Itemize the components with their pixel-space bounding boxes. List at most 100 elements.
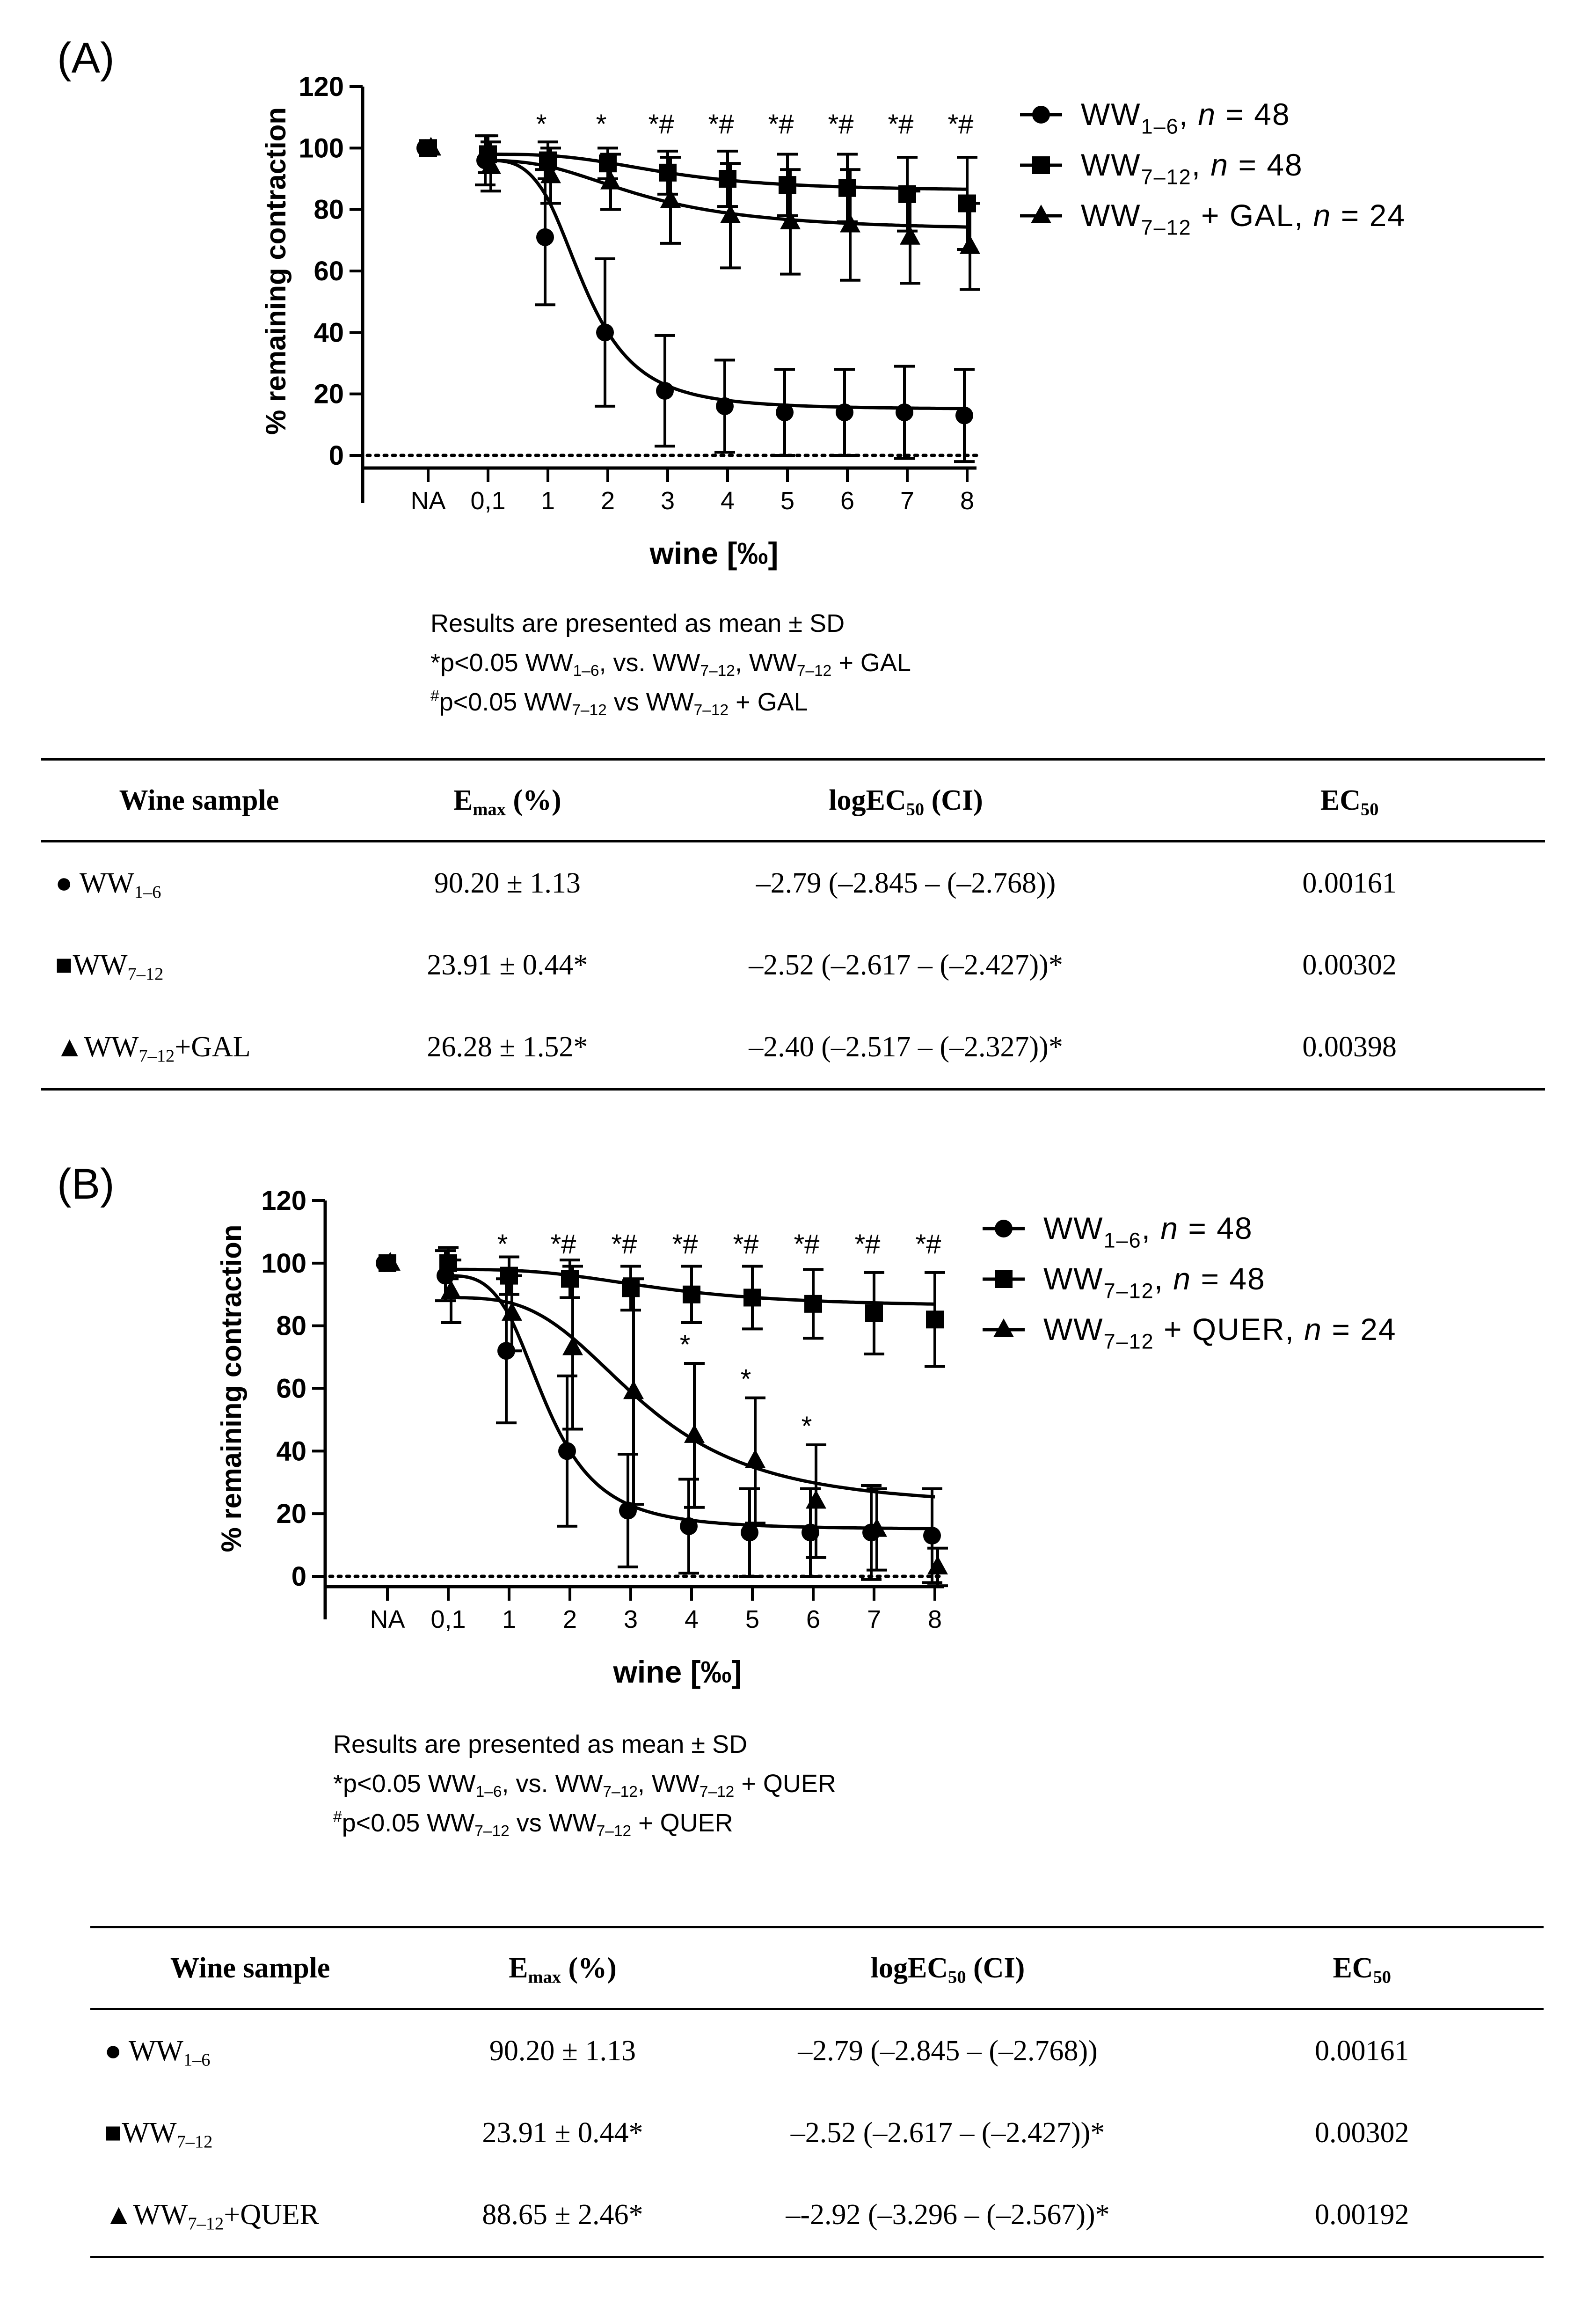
data-point-circle xyxy=(1032,106,1050,124)
chart-plot-area: 0 20 40 60 80 100 120 NA 0,1 1 2 3 4 5 6 7 8 wine [‰] % re… xyxy=(216,1186,948,1689)
text-segment: p<0.05 WW xyxy=(439,688,572,716)
legend: WW1–6, n = 48 WW7–12, n = 48 WW7–12 + GAL,… xyxy=(1020,97,1405,239)
legend-label: WW7–12, n = 48 xyxy=(1081,147,1303,189)
x-tick-label: NA xyxy=(410,487,445,515)
text-segment: E xyxy=(509,1952,528,1984)
legend-label: WW1–6, n = 48 xyxy=(1081,97,1290,138)
text-segment: –2.79 (–2.845 – (–2.768)) xyxy=(756,867,1056,899)
table-cell: ● WW1–6 xyxy=(90,2009,410,2093)
data-point-triangle xyxy=(1031,205,1051,223)
text-segment: Wine sample xyxy=(170,1952,330,1984)
note-line: Results are presented as mean ± SD xyxy=(333,1725,836,1764)
legend-item: WW1–6, n = 48 xyxy=(1020,97,1290,138)
note-line: *p<0.05 WW1–6, vs. WW7–12, WW7–12 + QUER xyxy=(333,1764,836,1803)
significance-annotation: *# xyxy=(888,109,914,139)
legend-item: WW7–12 + QUER, n = 24 xyxy=(983,1312,1397,1353)
data-point-circle xyxy=(776,403,794,422)
text-segment: 23.91 ± 0.44* xyxy=(427,949,588,981)
table-cell: –2.52 (–2.617 – (–2.427))* xyxy=(715,2092,1181,2174)
table-row: ■WW7–12 23.91 ± 0.44* –2.52 (–2.617 – (–2.… xyxy=(41,924,1545,1006)
text-segment: 1–6 xyxy=(573,662,599,680)
data-point-square xyxy=(995,1270,1013,1288)
x-tick-label: 3 xyxy=(661,487,675,515)
data-point-triangle xyxy=(481,155,501,174)
table-cell: –-2.92 (–3.296 – (–2.567))* xyxy=(715,2174,1181,2258)
text-segment: 7–12 xyxy=(127,964,164,984)
data-point-circle xyxy=(995,1220,1013,1237)
table-cell: 0.00161 xyxy=(1180,2009,1544,2093)
table-cell: ● WW1–6 xyxy=(41,842,357,925)
text-segment: EC xyxy=(1333,1952,1373,1984)
significance-annotation: *# xyxy=(828,109,854,139)
significance-annotation: *# xyxy=(612,1229,637,1259)
table-header-cell: logEC50 (CI) xyxy=(715,1926,1181,2010)
table-cell: 23.91 ± 0.44* xyxy=(410,2092,715,2174)
data-point-square xyxy=(719,170,736,188)
data-point-triangle xyxy=(867,1518,887,1537)
text-segment: # xyxy=(333,1808,342,1826)
text-segment: vs WW xyxy=(606,688,694,716)
table-cell: ■WW7–12 xyxy=(41,924,357,1006)
text-segment: 7–12 xyxy=(796,662,832,680)
significance-annotation: * xyxy=(596,109,607,139)
text-segment: 1–6 xyxy=(134,882,161,902)
y-tick-label: 60 xyxy=(276,1374,306,1404)
text-segment: , WW xyxy=(637,1770,700,1798)
data-point-square xyxy=(838,179,856,197)
note-line: Results are presented as mean ± SD xyxy=(430,604,911,643)
text-segment: 90.20 ± 1.13 xyxy=(434,867,581,899)
data-point-square xyxy=(561,1270,579,1288)
table-row: ● WW1–6 90.20 ± 1.13 –2.79 (–2.845 – (–2.7… xyxy=(90,2009,1544,2093)
panel-a-notes: Results are presented as mean ± SD *p<0.0… xyxy=(430,604,911,722)
table-cell: 0.00302 xyxy=(1180,2092,1544,2174)
data-point-circle xyxy=(536,228,554,246)
y-tick-label: 120 xyxy=(299,72,344,102)
significance-annotation: *# xyxy=(916,1229,941,1259)
data-point-triangle xyxy=(840,213,860,233)
text-segment: Results are presented as mean ± SD xyxy=(333,1730,748,1758)
table-cell: 90.20 ± 1.13 xyxy=(410,2009,715,2093)
data-point-triangle xyxy=(780,210,801,229)
data-point-circle xyxy=(741,1523,758,1542)
x-tick-label: 0,1 xyxy=(470,487,505,515)
significance-annotation: *# xyxy=(768,109,794,139)
significance-annotation: *# xyxy=(855,1229,881,1259)
x-axis-title: wine [‰] xyxy=(649,536,779,571)
text-segment: *p<0.05 WW xyxy=(430,649,573,677)
x-tick-label: 2 xyxy=(601,487,615,515)
significance-annotation: *# xyxy=(948,109,974,139)
legend-item: WW1–6, n = 48 xyxy=(983,1211,1252,1252)
panel-a-table: Wine sample Emax (%) logEC50 (CI) EC50 ● WW1… xyxy=(41,758,1545,1091)
data-point-circle xyxy=(558,1442,576,1460)
text-segment: Results are presented as mean ± SD xyxy=(430,609,845,637)
table-cell: –2.79 (–2.845 – (–2.768)) xyxy=(715,2009,1181,2093)
legend-label: WW7–12, n = 48 xyxy=(1043,1261,1266,1303)
data-point-triangle xyxy=(960,235,980,254)
data-point-triangle xyxy=(441,1280,461,1299)
text-segment: , vs. WW xyxy=(502,1770,603,1798)
x-tick-label: 8 xyxy=(960,487,974,515)
text-segment: EC xyxy=(1320,784,1361,816)
text-segment: –2.40 (–2.517 – (–2.327))* xyxy=(749,1031,1063,1063)
data-point-square xyxy=(804,1295,822,1313)
table-header-cell: EC50 xyxy=(1180,1926,1544,2010)
text-segment: p<0.05 WW xyxy=(342,1809,475,1837)
x-tick-label: 3 xyxy=(624,1605,638,1633)
legend-label: WW7–12 + QUER, n = 24 xyxy=(1043,1312,1397,1353)
x-tick-label: 0,1 xyxy=(430,1605,466,1633)
note-line: #p<0.05 WW7–12 vs WW7–12 + QUER xyxy=(333,1803,836,1843)
data-point-circle xyxy=(836,403,853,422)
data-point-circle xyxy=(680,1517,698,1535)
data-point-square xyxy=(926,1310,944,1329)
significance-annotation: *# xyxy=(708,109,734,139)
text-segment: –2.52 (–2.617 – (–2.427))* xyxy=(790,2117,1105,2149)
note-line: #p<0.05 WW7–12 vs WW7–12 + GAL xyxy=(430,682,911,722)
data-point-triangle xyxy=(502,1302,522,1321)
y-tick-label: 40 xyxy=(276,1436,306,1466)
table-cell: ■WW7–12 xyxy=(90,2092,410,2174)
series-circle xyxy=(416,134,975,463)
significance-annotation: *# xyxy=(551,1229,576,1259)
series-square xyxy=(419,134,977,251)
data-point-square xyxy=(599,154,617,173)
data-point-triangle xyxy=(623,1380,644,1399)
